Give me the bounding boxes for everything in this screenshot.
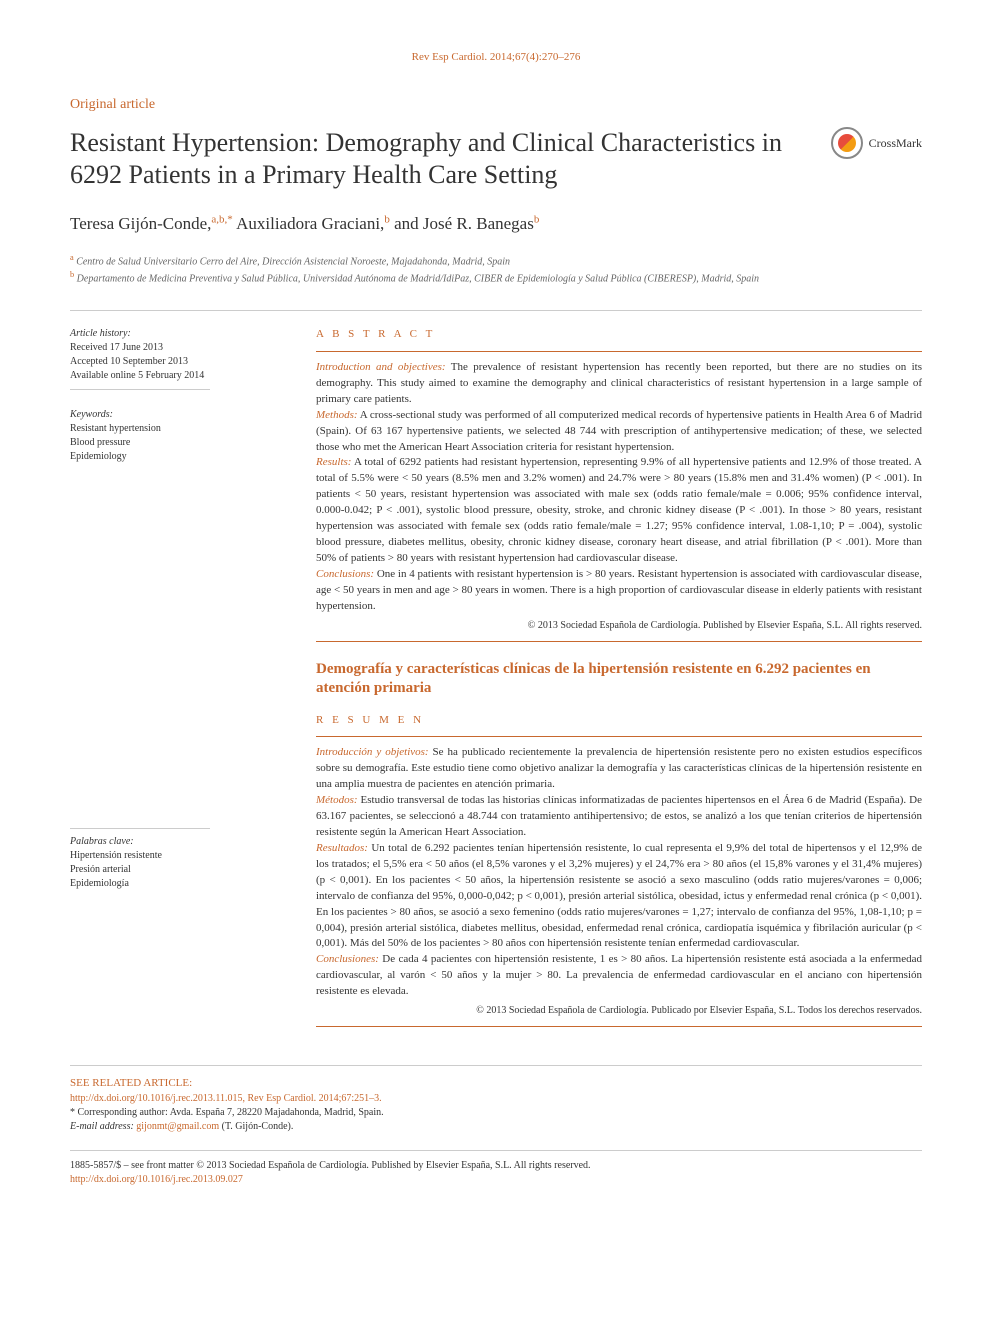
email-line: E-mail address: gijonmt@gmail.com (T. Gi…	[70, 1120, 922, 1134]
results-text-es: Un total de 6.292 pacientes tenían hiper…	[316, 842, 922, 950]
methods-text: A cross-sectional study was performed of…	[316, 409, 922, 453]
abstract-es: Introducción y objetivos: Se ha publicad…	[316, 745, 922, 1000]
issn-block: 1885-5857/$ – see front matter © 2013 So…	[70, 1150, 922, 1187]
resumen-heading: R E S U M E N	[316, 713, 922, 728]
results-label: Results:	[316, 456, 351, 468]
related-article-label: SEE RELATED ARTICLE:	[70, 1076, 922, 1091]
keywords-en-label: Keywords:	[70, 408, 280, 422]
copyright-es: © 2013 Sociedad Española de Cardiología.…	[316, 1004, 922, 1018]
corresponding-author: * Corresponding author: Avda. España 7, …	[70, 1106, 922, 1120]
abstract-en: Introduction and objectives: The prevale…	[316, 360, 922, 615]
copyright-en: © 2013 Sociedad Española de Cardiología.…	[316, 619, 922, 633]
keyword-item: Blood pressure	[70, 436, 280, 450]
conclusions-text: One in 4 patients with resistant hyperte…	[316, 568, 922, 612]
abstract-rule	[316, 736, 922, 737]
divider	[70, 828, 210, 829]
doi-link[interactable]: http://dx.doi.org/10.1016/j.rec.2013.09.…	[70, 1173, 922, 1187]
affiliations: a Centro de Salud Universitario Cerro de…	[70, 252, 922, 287]
issn-line: 1885-5857/$ – see front matter © 2013 So…	[70, 1159, 922, 1173]
spacer	[70, 482, 280, 822]
conclusions-text-es: De cada 4 pacientes con hipertensión res…	[316, 953, 922, 997]
history-received: Received 17 June 2013	[70, 341, 280, 355]
history-label: Article history:	[70, 327, 280, 341]
crossmark-label: CrossMark	[869, 135, 922, 152]
corr-text: Corresponding author: Avda. España 7, 28…	[75, 1107, 384, 1118]
spanish-title: Demografía y características clínicas de…	[316, 660, 922, 699]
keyword-item: Resistant hypertension	[70, 422, 280, 436]
keyword-item: Epidemiology	[70, 450, 280, 464]
keyword-item: Presión arterial	[70, 863, 280, 877]
abstract-rule	[316, 351, 922, 352]
email-label: E-mail address:	[70, 1121, 136, 1132]
results-label-es: Resultados:	[316, 842, 368, 854]
email-suffix: (T. Gijón-Conde).	[219, 1121, 293, 1132]
keywords-es-label: Palabras clave:	[70, 835, 280, 849]
history-accepted: Accepted 10 September 2013	[70, 355, 280, 369]
methods-label-es: Métodos:	[316, 794, 358, 806]
article-type: Original article	[70, 95, 922, 115]
keywords-en: Keywords: Resistant hypertension Blood p…	[70, 408, 280, 464]
abstract-rule	[316, 641, 922, 642]
results-text: A total of 6292 patients had resistant h…	[316, 456, 922, 564]
authors: Teresa Gijón-Conde,a,b,* Auxiliadora Gra…	[70, 212, 922, 236]
intro-label: Introduction and objectives:	[316, 361, 446, 373]
journal-reference: Rev Esp Cardiol. 2014;67(4):270–276	[70, 50, 922, 65]
history-online: Available online 5 February 2014	[70, 369, 280, 383]
intro-label-es: Introducción y objetivos:	[316, 746, 429, 758]
related-article-link[interactable]: http://dx.doi.org/10.1016/j.rec.2013.11.…	[70, 1092, 922, 1106]
abstract-column: A B S T R A C T Introduction and objecti…	[316, 327, 922, 1035]
conclusions-label: Conclusions:	[316, 568, 374, 580]
abstract-heading: A B S T R A C T	[316, 327, 922, 342]
article-title: Resistant Hypertension: Demography and C…	[70, 127, 831, 192]
abstract-rule	[316, 1026, 922, 1027]
methods-text-es: Estudio transversal de todas las histori…	[316, 794, 922, 838]
crossmark-icon	[831, 127, 863, 159]
article-history: Article history: Received 17 June 2013 A…	[70, 327, 280, 390]
title-row: Resistant Hypertension: Demography and C…	[70, 127, 922, 192]
methods-label: Methods:	[316, 409, 358, 421]
keywords-es: Palabras clave: Hipertensión resistente …	[70, 828, 280, 891]
keyword-item: Epidemiología	[70, 877, 280, 891]
conclusions-label-es: Conclusiones:	[316, 953, 379, 965]
footer: SEE RELATED ARTICLE: http://dx.doi.org/1…	[70, 1065, 922, 1186]
email-link[interactable]: gijonmt@gmail.com	[136, 1121, 219, 1132]
sidebar: Article history: Received 17 June 2013 A…	[70, 327, 280, 1035]
crossmark-badge[interactable]: CrossMark	[831, 127, 922, 159]
keyword-item: Hipertensión resistente	[70, 849, 280, 863]
divider	[70, 389, 210, 390]
two-column-layout: Article history: Received 17 June 2013 A…	[70, 310, 922, 1035]
